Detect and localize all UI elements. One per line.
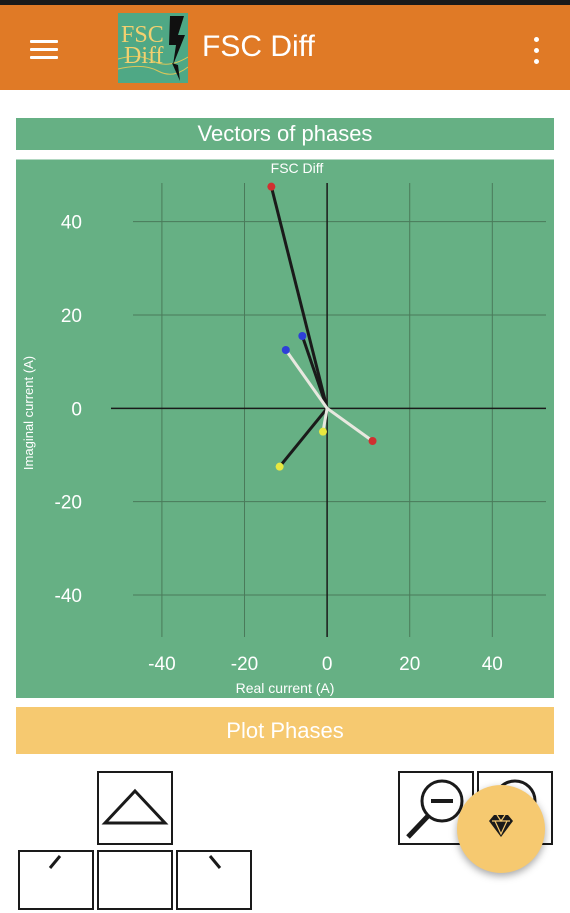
hamburger-menu-icon[interactable]	[24, 33, 64, 65]
x-tick-label: -40	[148, 654, 175, 675]
status-bar	[0, 0, 570, 5]
y-tick-label: -20	[55, 493, 82, 514]
logo-text-top: FSC	[121, 22, 164, 48]
logo-text-bottom: Diff	[124, 43, 164, 69]
phase-vector-chart: -40 -20 0 20 40 -40 -20 0 20 40 FSC Diff Real cur…	[16, 157, 554, 698]
section-title: Vectors of phases	[16, 118, 554, 150]
y-tick-label: 40	[61, 213, 82, 234]
arrow-left-icon	[48, 855, 62, 869]
phase-vector	[300, 335, 329, 409]
chart-grid	[133, 183, 546, 637]
chart-vectors	[267, 182, 377, 471]
chart-background	[16, 157, 554, 698]
phase-vector-point	[318, 427, 327, 436]
phase-vector	[278, 407, 329, 468]
premium-fab-button[interactable]	[457, 785, 545, 873]
phase-vector-point	[275, 462, 284, 471]
x-axis-label: Real current (A)	[236, 680, 335, 696]
arrow-right-icon	[208, 855, 222, 869]
x-tick-label: 0	[322, 654, 333, 675]
triangle-up-icon	[101, 788, 169, 825]
y-tick-label: -40	[55, 586, 82, 607]
phase-vector-point	[368, 437, 377, 445]
app-bar: FSC Diff FSC Diff	[0, 5, 570, 90]
move-left-button[interactable]	[18, 850, 94, 910]
zoom-out-icon	[406, 779, 464, 839]
phase-vector-point	[281, 346, 290, 354]
phase-vector	[284, 349, 329, 410]
plot-phases-button[interactable]: Plot Phases	[16, 707, 554, 754]
app-title: FSC Diff	[202, 30, 315, 63]
center-button[interactable]	[97, 850, 173, 910]
chart-tick-labels: -40 -20 0 20 40 -40 -20 0 20 40	[55, 213, 503, 675]
app-logo: FSC Diff	[118, 13, 188, 83]
diamond-icon	[489, 814, 513, 837]
x-tick-label: 20	[399, 654, 420, 675]
phase-vector	[269, 186, 329, 409]
chart-title: FSC Diff	[271, 160, 324, 176]
x-tick-label: -20	[231, 654, 258, 675]
more-vert-icon[interactable]	[520, 31, 552, 71]
phase-vector-point	[298, 332, 307, 340]
y-axis-label: Imaginal current (A)	[21, 356, 36, 470]
y-tick-label: 0	[71, 399, 82, 420]
move-right-button[interactable]	[176, 850, 252, 910]
move-up-button[interactable]	[97, 771, 173, 845]
x-tick-label: 40	[482, 654, 503, 675]
phase-vector-point	[267, 182, 276, 191]
phase-vector	[326, 407, 374, 443]
y-tick-label: 20	[61, 306, 82, 327]
